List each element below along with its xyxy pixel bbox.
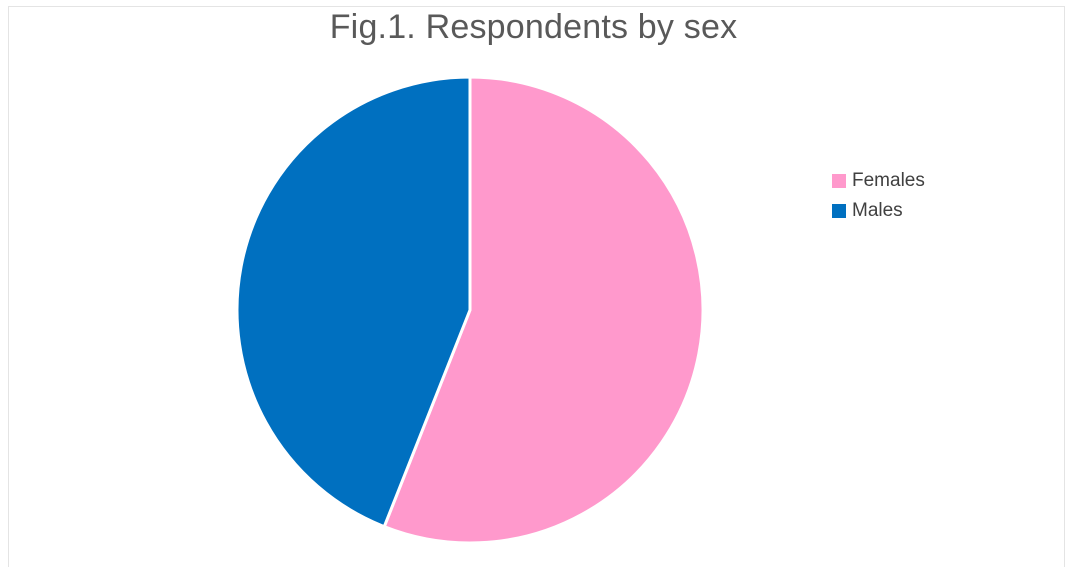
legend-swatch-females (832, 174, 846, 188)
chart-title: Fig.1. Respondents by sex (329, 8, 738, 46)
pie-slices (235, 75, 705, 545)
legend-swatch-males (832, 204, 846, 218)
legend-item-females: Females (832, 166, 925, 196)
legend-label-females: Females (852, 170, 925, 191)
legend-item-males: Males (832, 196, 925, 226)
chart-legend: Females Males (832, 166, 925, 226)
pie-slice-males (235, 75, 472, 529)
pie-slice-females (382, 75, 705, 545)
legend-label-males: Males (852, 200, 903, 221)
